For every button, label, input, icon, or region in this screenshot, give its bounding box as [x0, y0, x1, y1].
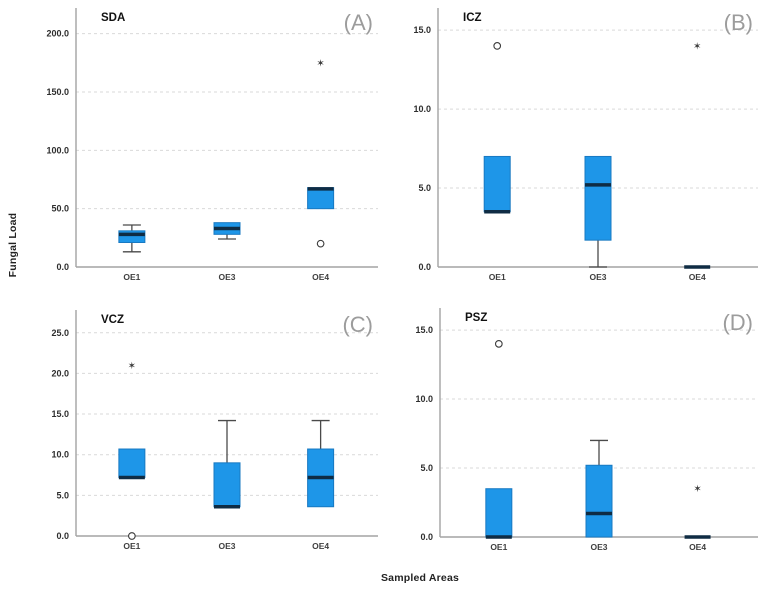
outlier-marker — [494, 340, 503, 348]
y-tick-label: 0.0 — [420, 532, 433, 542]
x-category-label: OE3 — [590, 542, 607, 552]
x-category-label: OE3 — [589, 272, 606, 282]
panel-title: SDA — [101, 12, 125, 24]
panel-psz: 0.0 5.0 10.0 15.0 PSZ (D) OE1 OE3 ✶ OE4 — [383, 290, 766, 560]
y-tick-label: 15.0 — [415, 325, 433, 335]
extreme-outlier-marker: ✶ — [316, 58, 324, 69]
outlier-marker — [128, 532, 136, 540]
y-tick-label: 50.0 — [51, 204, 69, 214]
y-tick-label: 5.0 — [418, 183, 431, 193]
y-tick-label: 200.0 — [46, 29, 69, 39]
boxplot-box — [118, 448, 146, 478]
y-tick-label: 15.0 — [413, 25, 431, 35]
x-category-label: OE4 — [689, 272, 706, 282]
y-tick-label: 150.0 — [46, 87, 69, 97]
boxplot-box — [213, 462, 241, 508]
x-category-label: OE1 — [123, 541, 140, 551]
boxplot-box — [118, 230, 146, 243]
panel-title: PSZ — [465, 312, 487, 324]
panel-vcz: 0.0 5.0 10.0 15.0 20.0 25.0 VCZ (C) ✶ OE1 OE3 OE4 — [40, 290, 383, 560]
panel-title: VCZ — [101, 314, 124, 326]
x-category-label: OE4 — [312, 541, 329, 551]
boxplot-svg-b: 0.0 5.0 10.0 15.0 ICZ (B) OE1 OE3 ✶ OE4 — [413, 8, 758, 282]
x-category-label: OE1 — [490, 542, 507, 552]
boxplot-box — [307, 187, 335, 210]
x-category-label: OE1 — [489, 272, 506, 282]
y-tick-label: 5.0 — [56, 490, 69, 500]
panel-title: ICZ — [463, 12, 482, 24]
x-category-label: OE3 — [218, 541, 235, 551]
outlier-marker — [493, 42, 502, 50]
y-tick-label: 5.0 — [420, 463, 433, 473]
panel-corner-label: (D) — [722, 310, 753, 335]
y-axis-title: Fungal Load — [7, 212, 19, 278]
x-category-label: OE4 — [312, 272, 329, 282]
y-tick-label: 0.0 — [418, 262, 431, 272]
extreme-outlier-marker: ✶ — [693, 41, 701, 52]
panel-icz: 0.0 5.0 10.0 15.0 ICZ (B) OE1 OE3 ✶ OE4 — [383, 0, 766, 290]
y-tick-label: 10.0 — [413, 104, 431, 114]
extreme-outlier-marker: ✶ — [693, 484, 701, 495]
y-tick-label: 0.0 — [56, 531, 69, 541]
y-tick-label: 10.0 — [51, 450, 69, 460]
y-tick-label: 25.0 — [51, 328, 69, 338]
boxplot-box — [485, 488, 513, 538]
x-category-label: OE1 — [123, 272, 140, 282]
y-tick-label: 10.0 — [415, 394, 433, 404]
panel-corner-label: (A) — [344, 10, 373, 35]
boxplot-box — [584, 155, 612, 241]
outlier-marker — [316, 239, 325, 248]
y-tick-label: 0.0 — [56, 262, 69, 272]
panel-corner-label: (C) — [342, 312, 373, 337]
boxplot-svg-a: 0.0 50.0 100.0 150.0 200.0 SDA (A) OE1 OE3 ✶ OE4 — [46, 8, 378, 282]
boxplot-svg-d: 0.0 5.0 10.0 15.0 PSZ (D) OE1 OE3 ✶ OE4 — [415, 308, 758, 552]
x-axis-title: Sampled Areas — [380, 572, 460, 584]
panel-corner-label: (B) — [724, 10, 753, 35]
y-tick-label: 20.0 — [51, 368, 69, 378]
extreme-outlier-marker: ✶ — [128, 361, 136, 372]
y-tick-label: 100.0 — [46, 145, 69, 155]
y-tick-label: 15.0 — [51, 409, 69, 419]
boxplot-svg-c: 0.0 5.0 10.0 15.0 20.0 25.0 VCZ (C) ✶ OE1 OE3 OE4 — [51, 310, 378, 551]
boxplot-box — [585, 464, 613, 538]
panel-sda: 0.0 50.0 100.0 150.0 200.0 SDA (A) OE1 OE3 ✶ OE4 — [40, 0, 383, 290]
x-category-label: OE4 — [689, 542, 706, 552]
boxplot-box — [483, 155, 511, 213]
x-category-label: OE3 — [218, 272, 235, 282]
